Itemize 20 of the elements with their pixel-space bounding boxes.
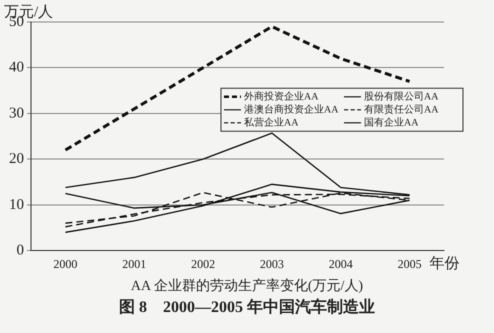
y-tick-label: 10 (9, 196, 24, 213)
legend-label: 股份有限公司AA (364, 90, 440, 102)
x-axis-title: 年份 (430, 255, 460, 272)
x-tick-label: 2005 (398, 256, 422, 271)
legend-label: 国有企业AA (364, 116, 420, 128)
y-tick-label: 20 (9, 151, 24, 168)
x-tick-label: 2002 (191, 256, 216, 271)
y-tick-label: 40 (9, 60, 24, 76)
legend-label: 私营企业AA (244, 116, 300, 128)
caption: 图 8 2000—2005 年中国汽车制造业 (118, 297, 376, 318)
x-tick-label: 2004 (328, 256, 353, 271)
text: AA 企业群的劳动生产率变化(万元/人) (130, 277, 364, 295)
y-tick-label: 30 (9, 105, 24, 122)
legend-label: 外商投资企业AA (244, 90, 320, 102)
x-tick-label: 2001 (122, 256, 146, 271)
legend-label: 有限责任公司AA (364, 103, 440, 116)
y-tick-label: 0 (16, 242, 24, 259)
x-tick-label: 2000 (53, 256, 78, 271)
legend-label: 港澳台商投资企业AA (244, 103, 340, 116)
x-tick-label: 2003 (260, 256, 284, 271)
